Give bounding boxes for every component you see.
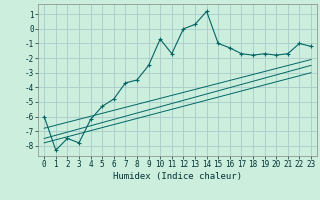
X-axis label: Humidex (Indice chaleur): Humidex (Indice chaleur) bbox=[113, 172, 242, 181]
